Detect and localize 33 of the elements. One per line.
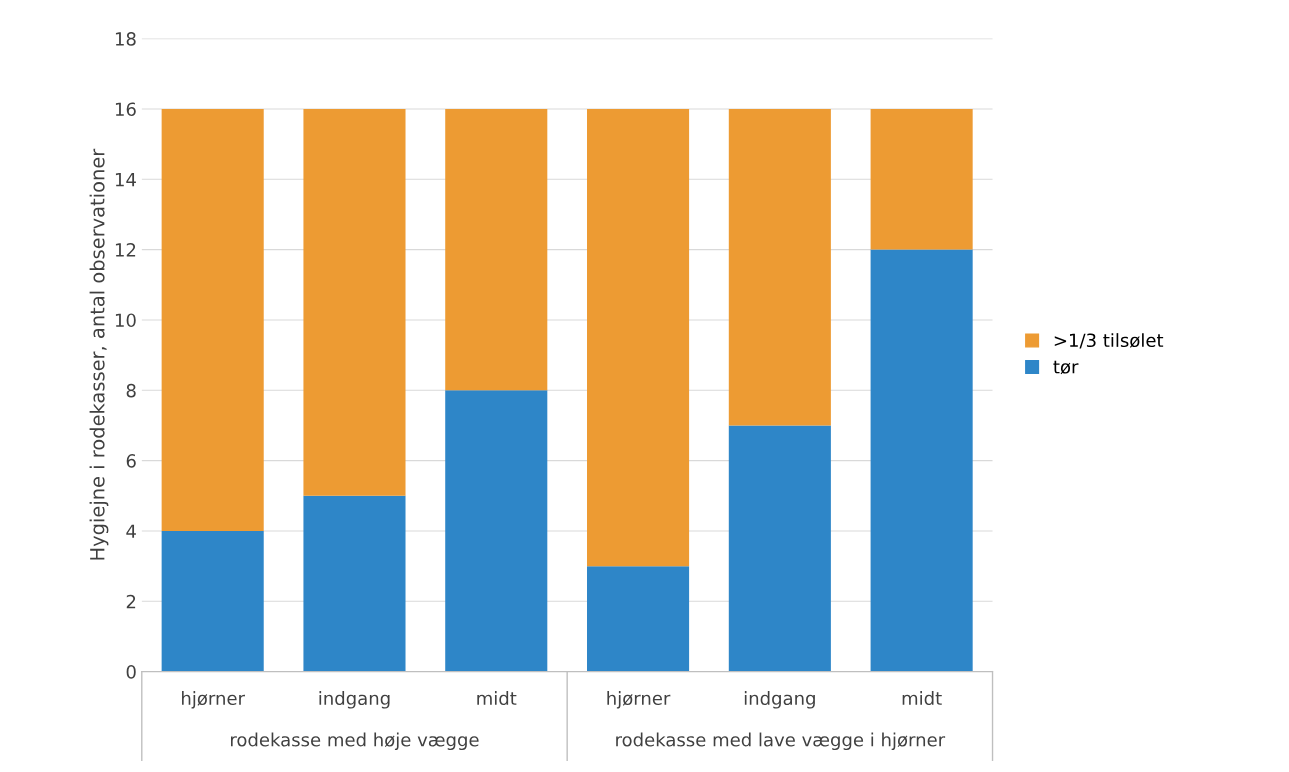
bar — [587, 566, 690, 672]
bar — [303, 495, 406, 672]
y-tick-label: 18 — [115, 32, 136, 46]
x-tick-label: midt — [477, 691, 517, 706]
bar — [445, 108, 548, 391]
legend-label: >1/3 tilsølet — [1054, 333, 1164, 349]
y-tick-label: 12 — [115, 243, 136, 257]
x-tick-label: indgang — [744, 691, 815, 709]
y-tick-label: 10 — [115, 313, 136, 328]
y-axis-title: Hygiejne i rodekasser, antal observationer — [89, 148, 109, 560]
y-tick-label: 16 — [115, 102, 136, 117]
y-tick-label: 6 — [126, 454, 136, 468]
text: rodekasse med lave vægge i hjørner — [616, 732, 946, 751]
legend-label: tør — [1053, 360, 1079, 375]
bar — [445, 390, 548, 672]
y-tick-label: 8 — [126, 383, 136, 398]
bar — [870, 249, 973, 672]
x-tick-label: indgang — [319, 691, 390, 709]
y-tick-label: 14 — [115, 172, 136, 187]
x-tick-label: hjørner — [182, 691, 245, 709]
text: rodekasse med høje vægge — [231, 732, 479, 751]
y-tick-label: 4 — [126, 524, 136, 538]
bar — [161, 108, 264, 531]
y-tick-label: 2 — [126, 594, 136, 609]
bar — [870, 108, 973, 250]
x-tick-label: hjørner — [607, 691, 671, 709]
x-tick-label: midt — [902, 691, 942, 706]
bar — [161, 530, 264, 672]
bar — [587, 108, 690, 567]
bar — [303, 108, 406, 496]
y-tick-label: 0 — [126, 665, 136, 679]
bar — [728, 108, 831, 426]
bar — [728, 425, 831, 672]
